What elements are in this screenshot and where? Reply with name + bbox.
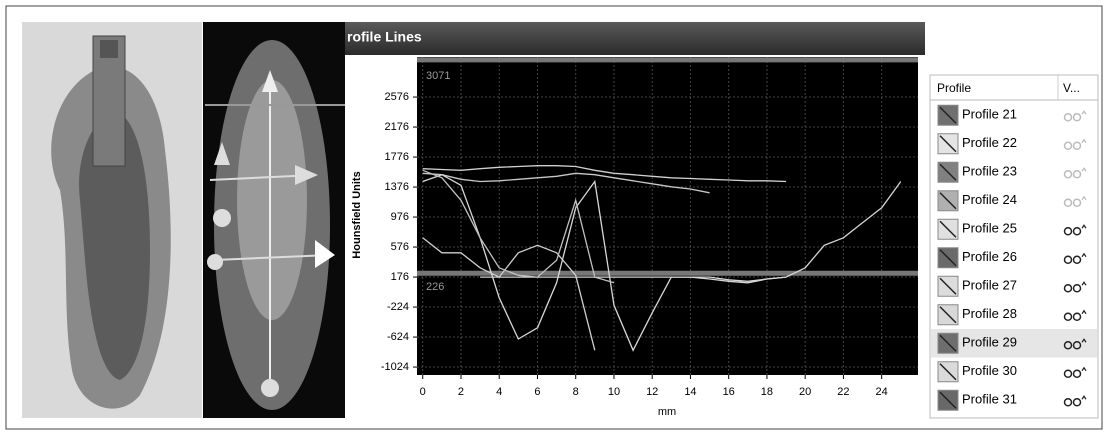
y-tick-label: 1776 (385, 151, 409, 163)
swatch-line (939, 220, 957, 238)
visibility-icon[interactable] (1081, 110, 1087, 115)
visibility-icon[interactable] (1072, 341, 1082, 350)
visibility-icon[interactable] (1072, 227, 1082, 236)
visibility-icon[interactable] (1072, 141, 1082, 150)
y-tick-label: -624 (387, 331, 409, 343)
row-name[interactable]: Profile 27 (962, 278, 1017, 293)
swatch-line (939, 363, 957, 381)
visibility-icon[interactable] (1081, 395, 1087, 400)
visibility-icon[interactable] (1072, 113, 1082, 122)
visibility-icon[interactable] (1063, 141, 1073, 150)
profile-line (422, 172, 710, 194)
column-header[interactable]: V... (1063, 81, 1080, 95)
y-axis-label: Hounsfield Units (351, 171, 363, 258)
visibility-icon[interactable] (1063, 369, 1073, 378)
swatch-line (939, 391, 957, 409)
y-tick-label: -224 (387, 301, 409, 313)
x-tick-label: 22 (837, 386, 849, 398)
visibility-icon[interactable] (1063, 312, 1073, 321)
row-name[interactable]: Profile 21 (962, 107, 1017, 122)
x-tick-label: 20 (799, 386, 811, 398)
ct-slice (203, 22, 345, 418)
row-highlight (931, 329, 1097, 358)
y-tick-label: 176 (391, 271, 409, 283)
visibility-icon[interactable] (1063, 198, 1073, 207)
x-tick-label: 18 (761, 386, 773, 398)
visibility-icon[interactable] (1081, 338, 1087, 343)
swatch-line (939, 135, 957, 153)
visibility-icon[interactable] (1072, 312, 1082, 321)
column-header[interactable]: Profile (937, 81, 971, 95)
profile-line (480, 181, 902, 282)
visibility-icon[interactable] (1081, 167, 1087, 172)
visibility-icon[interactable] (1081, 309, 1087, 315)
x-tick-label: 12 (646, 386, 658, 398)
swatch-line (939, 277, 957, 295)
x-tick-label: 16 (723, 386, 735, 398)
title-bar (345, 22, 925, 55)
row-name[interactable]: Profile 23 (962, 164, 1017, 179)
y-tick-label: 976 (391, 211, 409, 223)
visibility-icon[interactable] (1081, 195, 1087, 201)
x-axis-label: mm (658, 406, 676, 418)
visibility-icon[interactable] (1063, 255, 1073, 264)
x-tick-label: 8 (573, 386, 579, 398)
y-tick-label: -1024 (381, 361, 409, 373)
y-tick-label: 2576 (385, 91, 409, 103)
visibility-icon[interactable] (1072, 398, 1082, 407)
y-tick-label: 2176 (385, 121, 409, 133)
visibility-icon[interactable] (1063, 227, 1073, 236)
profile-table (929, 74, 1099, 419)
x-tick-label: 2 (458, 386, 464, 398)
swatch-line (939, 163, 957, 181)
swatch-line (939, 334, 957, 352)
x-tick-label: 0 (420, 386, 426, 398)
visibility-icon[interactable] (1081, 281, 1087, 286)
swatch-line (939, 192, 957, 210)
visibility-icon[interactable] (1081, 252, 1087, 258)
profile-line (422, 169, 615, 284)
profile-line (422, 237, 596, 351)
row-name[interactable]: Profile 30 (962, 363, 1017, 378)
threshold-label: 3071 (426, 70, 450, 82)
visibility-icon[interactable] (1081, 366, 1087, 372)
x-tick-label: 24 (876, 386, 888, 398)
visibility-icon[interactable] (1081, 224, 1087, 229)
y-tick-label: 1376 (385, 181, 409, 193)
visibility-icon[interactable] (1072, 369, 1082, 378)
profile-line (422, 165, 787, 183)
y-tick-label: 576 (391, 241, 409, 253)
row-name[interactable]: Profile 29 (962, 335, 1017, 350)
visibility-icon[interactable] (1063, 398, 1073, 407)
swatch-line (939, 306, 957, 324)
visibility-icon[interactable] (1063, 284, 1073, 293)
x-tick-label: 14 (684, 386, 696, 398)
visibility-icon[interactable] (1063, 170, 1073, 179)
x-tick-label: 10 (608, 386, 620, 398)
x-tick-label: 6 (534, 386, 540, 398)
visibility-icon[interactable] (1072, 198, 1082, 207)
threshold-label: 226 (426, 281, 444, 293)
row-name[interactable]: Profile 26 (962, 249, 1017, 264)
visibility-icon[interactable] (1072, 284, 1082, 293)
visibility-icon[interactable] (1072, 170, 1082, 179)
swatch-line (939, 106, 957, 124)
swatch-line (939, 249, 957, 267)
x-tick-label: 4 (496, 386, 502, 398)
row-name[interactable]: Profile 25 (962, 221, 1017, 236)
window-title: rofile Lines (347, 29, 422, 45)
row-name[interactable]: Profile 22 (962, 135, 1017, 150)
profile-line (422, 173, 787, 352)
plot-area (417, 57, 918, 375)
row-name[interactable]: Profile 31 (962, 392, 1017, 407)
visibility-icon[interactable] (1072, 255, 1082, 264)
visibility-icon[interactable] (1063, 341, 1073, 350)
row-name[interactable]: Profile 28 (962, 306, 1017, 321)
visibility-icon[interactable] (1063, 113, 1073, 122)
specimen-photo (22, 22, 202, 418)
row-name[interactable]: Profile 24 (962, 192, 1017, 207)
visibility-icon[interactable] (1081, 138, 1087, 144)
